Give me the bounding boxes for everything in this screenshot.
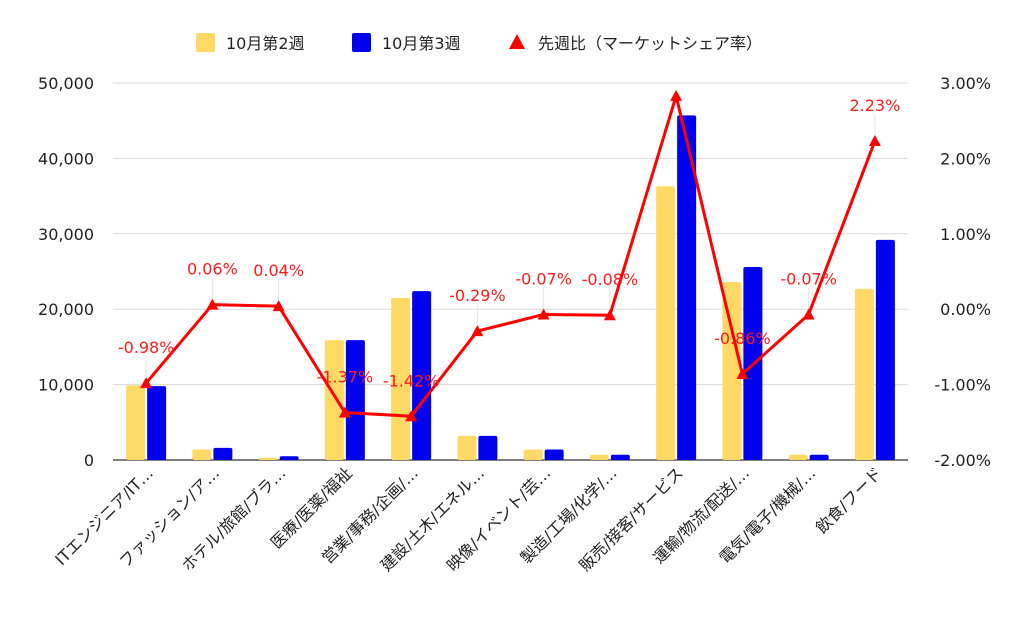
legend-triangle-icon (509, 34, 525, 49)
gridlines (113, 82, 908, 461)
category-labels: ITエンジニア/IT…ファッション/ア…ホテル/旅館/ブラ…医療/医薬/福祉営業… (51, 463, 885, 575)
legend-item[interactable]: 10月第2週 (196, 33, 305, 53)
data-label: -1.42% (383, 371, 440, 390)
bar (258, 457, 278, 460)
share-point-marker (272, 300, 285, 312)
bar (809, 454, 829, 460)
category-label: 飲食/フード (812, 463, 886, 537)
y-left-tick-label: 0 (84, 451, 94, 470)
bars (126, 115, 895, 460)
legend-item[interactable]: 先週比（マーケットシェア率） (509, 34, 762, 53)
y-right-tick-label: -1.00% (934, 376, 991, 395)
bar (677, 115, 697, 460)
bar (478, 435, 498, 460)
bar (610, 454, 630, 460)
right-axis: -2.00% -1.00% 0.00% 1.00% 2.00% 3.00% (934, 74, 991, 470)
share-point-marker (471, 325, 484, 337)
y-left-tick-label: 50,000 (38, 74, 94, 93)
bar (875, 239, 895, 460)
bar (126, 385, 146, 460)
share-line: -0.98% 0.06% 0.04% -1.37% -1.42% -0.29% -0.07%… (118, 89, 900, 422)
y-right-tick-label: -2.00% (934, 451, 991, 470)
bar (147, 386, 167, 460)
legend-swatch (196, 33, 215, 52)
bar (523, 449, 543, 460)
share-point-marker (670, 89, 683, 101)
bar (722, 282, 742, 460)
left-axis: 0 10,000 20,000 30,000 40,000 50,000 (38, 74, 94, 470)
y-left-tick-label: 30,000 (38, 225, 94, 244)
y-right-tick-label: 1.00% (940, 225, 991, 244)
y-right-tick-label: 3.00% (940, 74, 991, 93)
legend-item[interactable]: 10月第3週 (352, 33, 461, 53)
share-point-marker (868, 135, 881, 147)
share-point-marker (603, 309, 616, 321)
share-point-marker (338, 406, 351, 418)
share-point-marker (736, 368, 749, 380)
bar (345, 340, 365, 460)
y-left-tick-label: 20,000 (38, 300, 94, 319)
bar (457, 435, 477, 460)
share-point-marker (140, 377, 153, 389)
data-label: -0.86% (714, 329, 771, 348)
data-label: 0.06% (187, 260, 238, 279)
share-point-marker (206, 298, 219, 310)
bar (412, 291, 432, 460)
legend[interactable]: 10月第2週 10月第3週 先週比（マーケットシェア率） (196, 33, 762, 53)
y-left-tick-label: 40,000 (38, 149, 94, 168)
data-label: -0.08% (582, 270, 639, 289)
data-label: 2.23% (849, 96, 900, 115)
legend-swatch (352, 33, 371, 52)
legend-label: 10月第3週 (382, 34, 461, 53)
bar (324, 340, 344, 460)
bar (213, 447, 233, 460)
data-label: -0.07% (780, 269, 837, 288)
legend-label: 先週比（マーケットシェア率） (538, 34, 762, 53)
data-label: -0.07% (515, 269, 572, 288)
share-point-marker (537, 308, 550, 320)
legend-label: 10月第2週 (226, 34, 305, 53)
bar (788, 454, 808, 460)
bar (544, 449, 564, 460)
data-label: 0.04% (253, 261, 304, 280)
share-line-path (144, 94, 877, 418)
share-point-marker (405, 410, 418, 422)
bar (854, 288, 874, 460)
bar (192, 449, 212, 460)
bar (391, 297, 411, 460)
bar (589, 454, 609, 460)
data-label: -0.29% (449, 286, 506, 305)
y-left-tick-label: 10,000 (38, 376, 94, 395)
data-label: -0.98% (118, 338, 175, 357)
data-label: -1.37% (317, 367, 374, 386)
bar (656, 186, 676, 460)
y-right-tick-label: 0.00% (940, 300, 991, 319)
y-right-tick-label: 2.00% (940, 149, 991, 168)
share-point-marker (802, 308, 815, 320)
bar (279, 456, 299, 460)
